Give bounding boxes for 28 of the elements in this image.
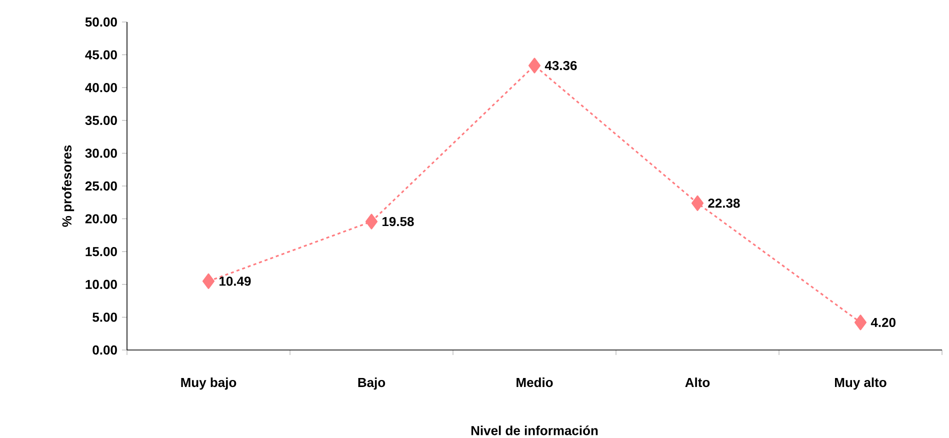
y-tick-label: 50.00 — [85, 17, 117, 27]
x-tick-label: Bajo — [358, 378, 386, 390]
y-axis-title: % profesores — [62, 145, 74, 227]
x-tick-label: Medio — [516, 378, 553, 388]
y-tick-label: 25.00 — [85, 181, 117, 191]
x-tick-label: Alto — [685, 378, 710, 388]
y-tick-label: 0.00 — [92, 345, 117, 355]
point — [854, 314, 867, 330]
x-axis-title: Nivel de información — [471, 426, 598, 436]
point — [691, 195, 704, 211]
y-tick-label: 40.00 — [85, 83, 117, 92]
y-tick-label: 30.00 — [85, 148, 117, 158]
y-tick-label: 35.00 — [85, 116, 117, 126]
data-label: 43.36 — [544, 60, 577, 70]
y-tick-label: 20.00 — [85, 214, 117, 224]
data-label: 19.58 — [382, 216, 414, 226]
y-tick-label: 10.00 — [86, 280, 117, 289]
x-tick-label: Muy bajo — [181, 378, 236, 390]
x-tick-label: Muy alto — [835, 378, 886, 390]
data-label: 10.49 — [220, 276, 251, 286]
point — [528, 58, 541, 74]
point — [365, 214, 378, 230]
y-tick-label: 45.00 — [85, 50, 117, 60]
y-tick-label: 5.00 — [92, 312, 117, 322]
data-label: 22.38 — [708, 198, 740, 208]
point — [202, 273, 215, 289]
y-tick-label: 15.00 — [86, 247, 117, 256]
data-label: 4.20 — [870, 318, 896, 328]
